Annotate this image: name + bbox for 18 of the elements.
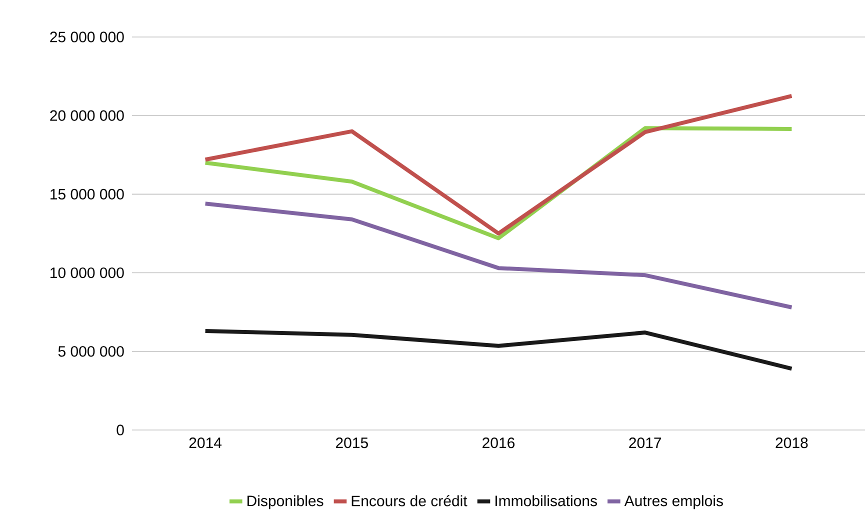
- legend-label: Autres emplois: [624, 495, 723, 510]
- y-tick-label: 0: [116, 424, 124, 436]
- line-series: [203, 202, 794, 310]
- y-tick-label: 5 000 000: [58, 346, 124, 357]
- x-tick-label: 2014: [189, 438, 222, 448]
- y-tick-label: 15 000 000: [50, 188, 124, 200]
- y-tick-label: 10 000 000: [50, 267, 124, 278]
- x-tick-label: 2017: [629, 438, 662, 448]
- x-tick-label: 2015: [336, 438, 368, 448]
- legend-label: Encours de crédit: [352, 495, 468, 506]
- legend-label: Disponibles: [248, 495, 324, 510]
- x-tick-label: 2018: [776, 438, 808, 448]
- y-tick-label: 20 000 000: [50, 110, 124, 121]
- y-tick-label: 25 000 000: [50, 32, 124, 42]
- x-tick-label: 2016: [482, 438, 515, 448]
- line-series: [203, 328, 794, 371]
- line-series: [203, 94, 794, 236]
- legend-label: Immobilisations: [496, 495, 597, 506]
